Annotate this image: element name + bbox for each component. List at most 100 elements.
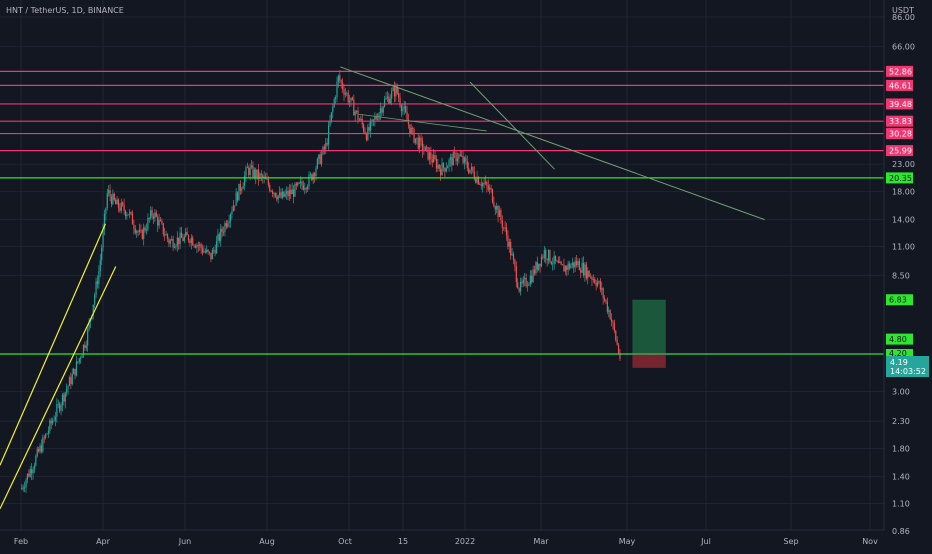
candle [335,95,337,104]
candle [108,185,110,197]
price-axis[interactable]: USDT240.00190.00150.00110.0086.0066.0023… [883,0,932,554]
candle [259,172,261,182]
candle [193,244,195,249]
candle [207,249,209,255]
candle [96,275,99,289]
currency-label: USDT [892,6,914,15]
candle [578,258,580,271]
candle [448,158,450,172]
candle [277,194,279,204]
candle [421,136,424,158]
candle [588,270,590,278]
candle [178,237,180,250]
candle [171,235,173,242]
candle [218,232,220,244]
candle [294,182,296,198]
candle [131,210,134,225]
rising-channel[interactable] [0,223,117,509]
candle [344,87,347,98]
candle [360,115,362,122]
trendlines[interactable] [340,66,765,221]
candle [28,469,30,478]
candle [38,446,40,453]
candle [213,246,215,254]
candle [371,118,373,127]
time-axis[interactable]: Feb Apr Jun Aug Oct 15 2022 Mar May Jul Sep Nov [0,529,884,550]
candle [566,264,568,277]
candle [491,188,494,204]
y-tick-label: 86.00 [892,13,915,22]
svg-text:30.28: 30.28 [889,130,912,139]
candle [552,257,554,271]
trendline-mid [358,113,487,132]
candle [143,223,145,246]
y-tick-label: 0.86 [892,527,910,536]
candle [271,189,274,198]
candle [529,269,531,287]
candle [80,355,82,364]
candle [54,411,57,427]
candle [94,292,96,309]
candle [472,166,474,174]
candle [274,192,276,198]
candle [283,191,285,198]
candle [442,162,445,172]
candle [288,184,290,202]
candle [49,418,51,434]
candle [591,275,593,286]
candle [619,349,621,361]
candle [110,193,113,208]
svg-text:4.80: 4.80 [889,335,907,344]
candle [384,95,386,108]
candle [503,226,505,231]
candle [538,263,540,271]
candle [179,227,181,250]
candle [327,121,330,152]
candle [145,223,148,235]
y-tick-label: 8.50 [892,271,910,280]
candle [602,287,604,305]
candle [208,251,211,256]
x-tick-label: Jul [700,537,711,546]
candle [560,260,562,266]
candle [52,417,54,426]
candle [386,91,389,103]
candle [316,157,318,170]
candle [466,155,468,172]
candle [592,274,594,283]
position-badge: 6.83 [886,294,913,306]
candle [409,124,411,138]
candle [470,162,473,175]
horizontal-levels[interactable] [0,70,884,355]
candle [53,415,55,422]
candle [248,165,250,179]
candle [507,230,509,250]
candle [524,272,526,287]
candle [164,227,166,241]
candle [486,180,488,193]
long-position-tool[interactable] [632,299,666,368]
candle [214,244,216,257]
candle [580,267,582,279]
candle [399,92,401,108]
candle [101,244,103,266]
trendline-short [469,81,555,170]
candle [514,258,516,272]
candle [573,262,575,274]
candle [489,184,491,195]
candle [36,446,38,458]
candle [571,257,573,269]
candle [129,208,131,219]
candle [480,178,482,190]
candle [92,304,94,320]
candle [140,224,142,233]
candle [137,229,139,237]
candle [71,368,73,386]
candle [553,250,555,270]
candle [173,243,176,249]
candle [445,162,447,173]
candle [585,261,587,281]
candle [406,105,408,120]
